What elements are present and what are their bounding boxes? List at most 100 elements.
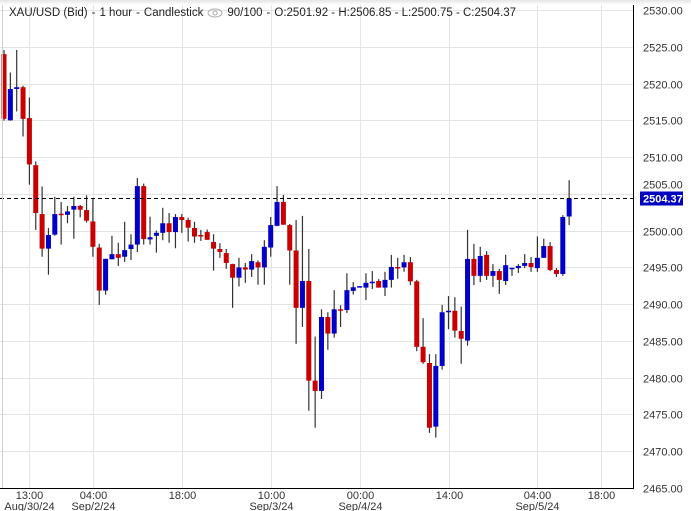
candle-down xyxy=(280,194,286,225)
candle-down xyxy=(407,257,413,286)
candle-down xyxy=(496,268,502,294)
candle-body xyxy=(14,87,20,89)
candle-down xyxy=(20,85,26,137)
bar-count: 90/100 xyxy=(227,7,263,19)
candle-down xyxy=(179,214,185,233)
candle-body xyxy=(128,244,134,249)
candle-up xyxy=(477,246,483,283)
candle-up xyxy=(503,254,509,286)
candle-body xyxy=(26,118,32,165)
x-tick-time: 10:00 xyxy=(258,490,286,502)
candle-body xyxy=(395,267,401,269)
x-tick-time: 18:00 xyxy=(169,490,197,502)
candle-up xyxy=(52,196,58,236)
candle-down xyxy=(376,279,382,288)
candle-body xyxy=(261,246,267,268)
candle-down xyxy=(553,268,559,277)
candle-body xyxy=(153,232,159,236)
candle-body xyxy=(376,280,382,288)
candle-up xyxy=(45,228,51,275)
candle-up xyxy=(261,240,267,285)
candle-body xyxy=(477,255,483,276)
candle-body xyxy=(65,211,70,215)
candle-body xyxy=(414,281,420,347)
candle-up xyxy=(566,180,572,226)
candle-body xyxy=(534,257,540,269)
x-tick-time: 13:00 xyxy=(16,490,44,502)
candle-body xyxy=(90,221,96,247)
candle-body xyxy=(166,223,172,233)
candle-down xyxy=(204,229,210,240)
candle-down xyxy=(96,243,102,305)
candle-up xyxy=(319,309,324,400)
candle-body xyxy=(471,258,477,276)
candle-up xyxy=(382,271,388,297)
candle-body xyxy=(179,217,185,220)
candle-down xyxy=(217,243,223,258)
candle-body xyxy=(401,262,407,268)
candle-body xyxy=(52,214,58,235)
candle-down xyxy=(39,186,45,257)
candle-up xyxy=(388,254,394,288)
candle-body xyxy=(103,258,109,291)
candle-body xyxy=(553,269,559,275)
x-tick-time: 00:00 xyxy=(347,490,375,502)
x-tick-time: 18:00 xyxy=(588,490,616,502)
y-tick-label: 2465.00 xyxy=(643,484,683,496)
candle-down xyxy=(90,198,96,257)
candle-up xyxy=(14,50,20,112)
candle-body xyxy=(236,267,242,278)
candle-body xyxy=(331,309,337,334)
candle-down xyxy=(198,229,204,241)
candle-body xyxy=(268,225,274,248)
candle-down xyxy=(395,257,401,279)
candle-up xyxy=(509,267,515,276)
candle-up xyxy=(147,216,153,245)
y-tick-label: 2485.00 xyxy=(643,337,683,349)
candle-down xyxy=(338,305,344,327)
candle-body xyxy=(344,290,350,311)
x-tick-time: 04:00 xyxy=(80,490,108,502)
candle-body xyxy=(287,225,293,251)
last-price-label: 2504.37 xyxy=(640,191,683,206)
candle-down xyxy=(115,242,121,266)
candle-down xyxy=(77,204,83,218)
eye-icon[interactable] xyxy=(207,8,223,18)
candle-body xyxy=(458,330,464,339)
separator: - xyxy=(91,7,96,19)
candle-body xyxy=(566,198,572,217)
x-tick-date: Sep/2/24 xyxy=(71,501,115,511)
candle-body xyxy=(109,254,115,260)
candle-down xyxy=(484,251,490,280)
candle-up xyxy=(490,264,496,287)
candle-down xyxy=(426,354,432,433)
candle-body xyxy=(160,223,166,233)
candle-body xyxy=(452,310,458,331)
candle-down xyxy=(528,257,534,272)
candle-body xyxy=(522,262,528,266)
candle-body xyxy=(293,250,299,308)
candle-body xyxy=(134,186,140,245)
candle-body xyxy=(433,365,439,427)
candle-up xyxy=(153,230,159,253)
candle-body xyxy=(350,287,356,291)
chart-header: XAU/USD (Bid) - 1 hour - Candlestick 90/… xyxy=(9,7,516,19)
candle-body xyxy=(369,281,375,284)
candle-up xyxy=(274,186,280,227)
candle-body xyxy=(230,264,236,278)
candle-body xyxy=(198,235,204,237)
y-tick-label: 2500.00 xyxy=(643,227,683,239)
candle-body xyxy=(122,250,128,257)
candle-down xyxy=(287,223,293,285)
candle-body xyxy=(211,242,217,249)
candle-up xyxy=(369,271,375,290)
candle-up xyxy=(172,214,178,249)
candle-body xyxy=(71,205,77,210)
style-label: Candlestick xyxy=(143,7,204,19)
candle-up xyxy=(534,236,540,272)
candle-up xyxy=(541,238,547,258)
candle-up xyxy=(7,72,13,121)
candle-down xyxy=(325,312,331,350)
